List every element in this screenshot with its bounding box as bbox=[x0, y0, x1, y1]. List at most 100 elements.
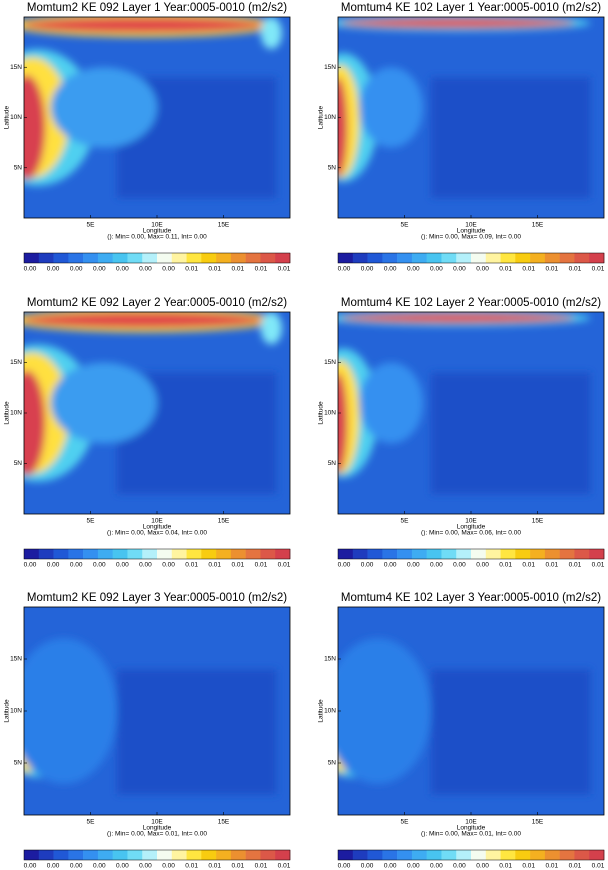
y-tick-label: 15N bbox=[10, 64, 22, 71]
colorbar-label: 0.01 bbox=[208, 266, 221, 273]
colorbar-label: 0.01 bbox=[592, 266, 605, 273]
colorbar-cell bbox=[456, 850, 472, 860]
colorbar-cell bbox=[157, 549, 173, 559]
colorbar-cell bbox=[24, 850, 40, 860]
y-tick-label: 10N bbox=[10, 708, 22, 715]
field-blob bbox=[24, 17, 267, 34]
x-tick-label: 10E bbox=[465, 518, 477, 525]
colorbar-cell bbox=[382, 850, 398, 860]
colorbar-cell bbox=[186, 549, 202, 559]
field-blob bbox=[24, 370, 46, 476]
x-axis-label: Longitude bbox=[457, 228, 486, 235]
colorbar-cell bbox=[500, 549, 516, 559]
field-blobs bbox=[338, 312, 591, 494]
x-tick-label: 15E bbox=[218, 222, 230, 229]
y-tick-label: 15N bbox=[324, 64, 336, 71]
colorbar-cell bbox=[186, 253, 202, 263]
colorbar-label: 0.00 bbox=[116, 562, 129, 569]
y-tick-label: 5N bbox=[14, 164, 23, 171]
colorbar-cell bbox=[441, 850, 457, 860]
colorbar-label: 0.00 bbox=[430, 266, 443, 273]
y-axis-label: Latitude bbox=[318, 401, 325, 425]
stats-text: (): Min= 0.00, Max= 0.09, Int= 0.00 bbox=[421, 234, 521, 241]
colorbar-label: 0.00 bbox=[384, 863, 397, 870]
field-blobs bbox=[338, 17, 591, 198]
colorbar-label: 0.01 bbox=[592, 863, 605, 870]
colorbar-cell bbox=[245, 253, 261, 263]
colorbar-cell bbox=[352, 253, 368, 263]
colorbar-label: 0.00 bbox=[47, 266, 60, 273]
colorbar-label: 0.00 bbox=[162, 266, 175, 273]
field-blob bbox=[260, 17, 283, 50]
colorbar-cell bbox=[574, 850, 590, 860]
colorbar-label: 0.01 bbox=[255, 863, 268, 870]
colorbar-cell bbox=[275, 253, 291, 263]
colorbar-cell bbox=[411, 253, 427, 263]
colorbar-label: 0.00 bbox=[384, 266, 397, 273]
field-blob bbox=[50, 67, 157, 148]
colorbar-cell bbox=[275, 850, 291, 860]
colorbar-cell bbox=[127, 253, 143, 263]
x-tick-label: 15E bbox=[218, 518, 230, 525]
stats-text: (): Min= 0.00, Max= 0.04, Int= 0.00 bbox=[107, 530, 207, 537]
colorbar-label: 0.00 bbox=[407, 562, 420, 569]
colorbar-label: 0.01 bbox=[499, 266, 512, 273]
colorbar-cell bbox=[230, 850, 246, 860]
y-tick-label: 15N bbox=[324, 359, 336, 366]
colorbar-cell bbox=[230, 549, 246, 559]
colorbar-cell bbox=[83, 549, 99, 559]
colorbar-cell bbox=[142, 850, 158, 860]
colorbar-cell bbox=[53, 253, 69, 263]
field-blob bbox=[359, 67, 424, 148]
colorbar-cell bbox=[485, 549, 501, 559]
colorbar-cell bbox=[245, 549, 261, 559]
colorbar-cell bbox=[171, 850, 187, 860]
colorbar-cell bbox=[216, 253, 232, 263]
y-tick-label: 10N bbox=[324, 114, 336, 121]
colorbar-label: 0.00 bbox=[453, 863, 466, 870]
colorbar-label: 0.00 bbox=[430, 562, 443, 569]
colorbar-cell bbox=[530, 253, 546, 263]
colorbar-frame bbox=[337, 252, 605, 264]
map-panel: Momtum4 KE 102 Layer 3 Year:0005-0010 (m… bbox=[318, 592, 605, 870]
y-tick-label: 5N bbox=[14, 760, 23, 767]
colorbar-label: 0.01 bbox=[545, 562, 558, 569]
colorbar-cell bbox=[83, 253, 99, 263]
colorbar-label: 0.00 bbox=[116, 266, 129, 273]
colorbar-cell bbox=[367, 850, 383, 860]
x-tick-label: 5E bbox=[401, 518, 410, 525]
x-tick-label: 10E bbox=[465, 819, 477, 826]
colorbar-label: 0.01 bbox=[231, 562, 244, 569]
y-tick-label: 15N bbox=[324, 656, 336, 663]
panel-title: Momtum4 KE 102 Layer 3 Year:0005-0010 (m… bbox=[341, 592, 601, 604]
colorbar-cell bbox=[574, 253, 590, 263]
colorbar-label: 0.00 bbox=[139, 562, 152, 569]
colorbar-label: 0.00 bbox=[476, 562, 489, 569]
colorbar-cell bbox=[245, 850, 261, 860]
colorbar-cell bbox=[24, 253, 40, 263]
x-axis-label: Longitude bbox=[143, 524, 172, 531]
colorbar-label: 0.00 bbox=[476, 863, 489, 870]
colorbar-cell bbox=[157, 850, 173, 860]
colorbar-cell bbox=[426, 850, 442, 860]
field-blob bbox=[359, 362, 424, 444]
colorbar-label: 0.01 bbox=[278, 266, 291, 273]
colorbar-label: 0.01 bbox=[545, 266, 558, 273]
stats-text: (): Min= 0.00, Max= 0.01, Int= 0.00 bbox=[107, 831, 207, 838]
panel-title: Momtum2 KE 092 Layer 3 Year:0005-0010 (m… bbox=[27, 592, 287, 604]
colorbar-label: 0.01 bbox=[569, 863, 582, 870]
colorbar-label: 0.00 bbox=[24, 562, 37, 569]
colorbar-label: 0.01 bbox=[569, 562, 582, 569]
colorbar-label: 0.01 bbox=[255, 562, 268, 569]
colorbar-cell bbox=[216, 850, 232, 860]
field-blob bbox=[340, 18, 575, 29]
colorbar-label: 0.01 bbox=[278, 863, 291, 870]
colorbar-cell bbox=[397, 850, 413, 860]
colorbar-frame bbox=[23, 252, 291, 264]
colorbar-cell bbox=[411, 549, 427, 559]
y-tick-label: 10N bbox=[324, 708, 336, 715]
colorbar-label: 0.00 bbox=[162, 863, 175, 870]
colorbar-cell bbox=[530, 850, 546, 860]
x-tick-label: 15E bbox=[532, 222, 544, 229]
field bbox=[24, 17, 290, 218]
